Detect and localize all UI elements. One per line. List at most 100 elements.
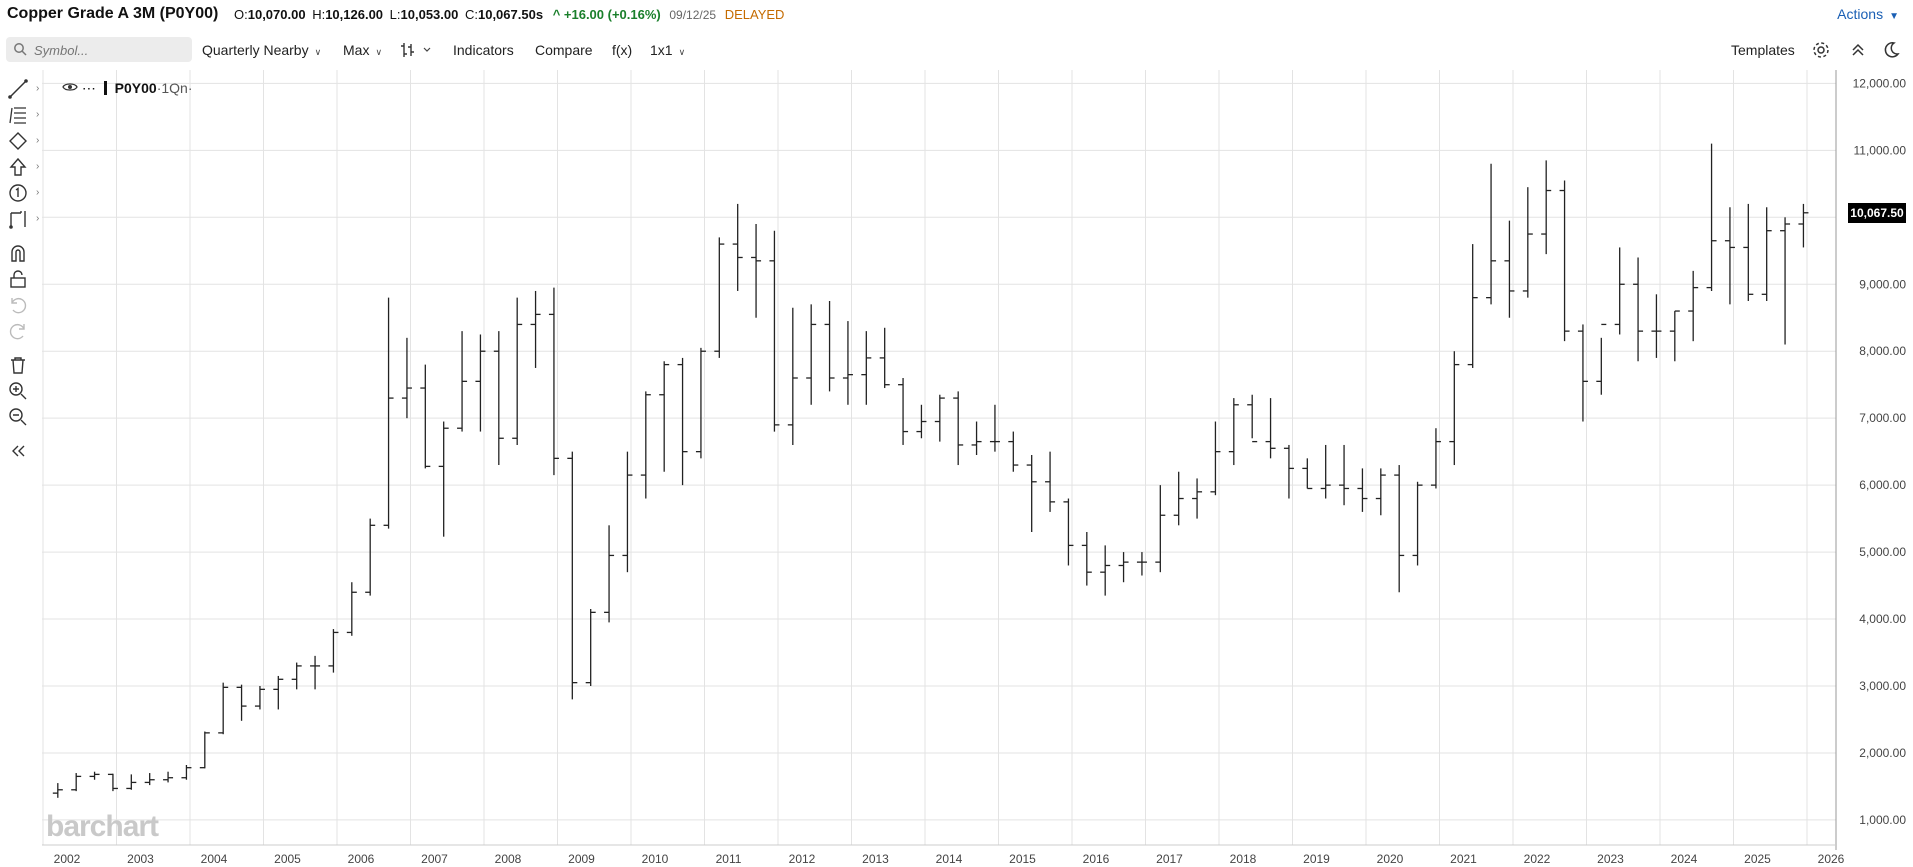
range-dropdown[interactable]: Max ∨: [343, 42, 382, 58]
ohlc-bar: [934, 394, 945, 442]
high-value: 10,126.00: [325, 7, 384, 22]
chart-legend: ⋯ P0Y00·1Qn·: [62, 80, 193, 97]
range-label: Max: [343, 42, 370, 58]
symbol-search[interactable]: [6, 37, 192, 62]
indicators-label: Indicators: [453, 42, 514, 58]
ohlc-bar: [714, 237, 725, 358]
x-tick-label: 2007: [421, 852, 448, 866]
chart-toolbar: Quarterly Nearby ∨ Max ∨ Indicators Compar…: [0, 34, 1913, 66]
ohlc-bar: [1669, 310, 1680, 362]
ohlc-bar: [457, 331, 468, 432]
redo-icon: [9, 323, 25, 340]
lock-button[interactable]: [6, 267, 30, 291]
zoom-in-button[interactable]: [6, 379, 30, 403]
y-tick-label: 3,000.00: [1859, 679, 1906, 693]
high-label: H:: [312, 7, 326, 22]
ohlc-bar: [1780, 217, 1791, 345]
ohlc-bar: [530, 290, 541, 368]
chevron-right-icon: ›: [36, 213, 40, 224]
y-tick-label: 11,000.00: [1854, 143, 1907, 157]
ohlc-bar: [1486, 163, 1497, 305]
ohlc-bar: [1577, 324, 1588, 422]
eye-icon[interactable]: [62, 81, 78, 93]
ohlc-bar: [548, 287, 559, 476]
ohlc-bar: [677, 357, 688, 486]
ohlc-bar: [1412, 481, 1423, 566]
ohlc-bar: [769, 230, 780, 432]
ohlc-bar: [107, 773, 118, 792]
settings-button[interactable]: [1811, 40, 1831, 60]
x-tick-label: 2020: [1377, 852, 1404, 866]
actions-label: Actions: [1837, 6, 1884, 22]
y-tick-label: 4,000.00: [1859, 612, 1906, 626]
actions-menu[interactable]: Actions ▼: [1837, 6, 1899, 22]
shape-tool-button[interactable]: ›: [6, 129, 39, 153]
fib-tool-button[interactable]: ›: [6, 103, 39, 127]
open-value: 10,070.00: [247, 7, 306, 22]
ohlc-bar: [640, 391, 651, 499]
x-tick-label: 2004: [201, 852, 228, 866]
ohlc-bar: [1247, 394, 1258, 443]
ohlc-bar: [144, 773, 155, 786]
header-bar: Copper Grade A 3M (P0Y00) O:10,070.00 H:…: [0, 0, 1913, 30]
measure-tool-button[interactable]: ›: [6, 207, 39, 231]
chevron-right-icon: ›: [36, 109, 40, 120]
x-tick-label: 2016: [1083, 852, 1110, 866]
ohlc-bar: [1614, 247, 1625, 335]
ohlc-bar: [1026, 455, 1037, 532]
change-value: ^ +16.00 (+0.16%): [552, 7, 661, 22]
ohlc-bar: [1633, 257, 1644, 362]
ohlc-bar: [1081, 532, 1092, 586]
bar-type-icon: [401, 43, 431, 57]
x-tick-label: 2011: [716, 852, 742, 866]
ohlc-bar: [1357, 468, 1368, 512]
dark-mode-icon: [1884, 42, 1900, 58]
collapse-panel-button[interactable]: [6, 439, 30, 463]
ohlc-bar: [1302, 458, 1313, 490]
x-tick-label: 2010: [642, 852, 669, 866]
redo-button[interactable]: [6, 319, 30, 343]
undo-button[interactable]: [6, 293, 30, 317]
x-tick-label: 2022: [1524, 852, 1551, 866]
symbol-search-input[interactable]: [32, 40, 186, 60]
x-tick-label: 2006: [348, 852, 375, 866]
x-tick-label: 2023: [1597, 852, 1624, 866]
magnet-button[interactable]: [6, 241, 30, 265]
templates-button[interactable]: Templates: [1731, 42, 1795, 58]
ohlc-readout: O:10,070.00 H:10,126.00 L:10,053.00 C:10…: [234, 7, 784, 22]
chevron-right-icon: ›: [36, 161, 40, 172]
fx-button[interactable]: f(x): [612, 42, 632, 58]
bar-type-dropdown[interactable]: [400, 40, 431, 60]
dark-mode-button[interactable]: [1881, 40, 1901, 60]
x-tick-label: 2026: [1818, 852, 1845, 866]
collapse-toolbar-button[interactable]: [1848, 40, 1868, 60]
ohlc-bar: [420, 364, 431, 469]
open-label: O:: [234, 7, 248, 22]
number-tool-button[interactable]: ›: [6, 181, 39, 205]
ohlc-bar: [879, 327, 890, 389]
indicators-button[interactable]: Indicators: [453, 42, 514, 58]
ohlc-bar: [310, 655, 321, 690]
ohlc-bar: [1192, 478, 1203, 519]
compare-button[interactable]: Compare: [535, 42, 593, 58]
trash-button[interactable]: [6, 353, 30, 377]
ohlc-bar: [254, 686, 265, 710]
trash-icon: [11, 357, 25, 374]
arrow-tool-button[interactable]: ›: [6, 155, 39, 179]
more-icon[interactable]: ⋯: [81, 80, 96, 96]
x-tick-label: 2018: [1230, 852, 1257, 866]
settings-icon: [1813, 42, 1829, 58]
barchart-watermark: barchart: [46, 810, 159, 843]
ohlc-bar: [163, 771, 174, 783]
chevron-down-icon: ▼: [1889, 11, 1899, 22]
ohlc-bar: [1045, 451, 1056, 512]
period-dropdown[interactable]: Quarterly Nearby ∨: [202, 42, 321, 58]
x-tick-label: 2017: [1156, 852, 1183, 866]
zoom-out-button[interactable]: [6, 405, 30, 429]
ohlc-bar: [1228, 398, 1239, 466]
layout-dropdown[interactable]: 1x1 ∨: [650, 42, 685, 58]
ohlc-bar: [383, 297, 394, 529]
line-tool-button[interactable]: ›: [6, 77, 39, 101]
ohlc-bar: [1320, 444, 1331, 499]
